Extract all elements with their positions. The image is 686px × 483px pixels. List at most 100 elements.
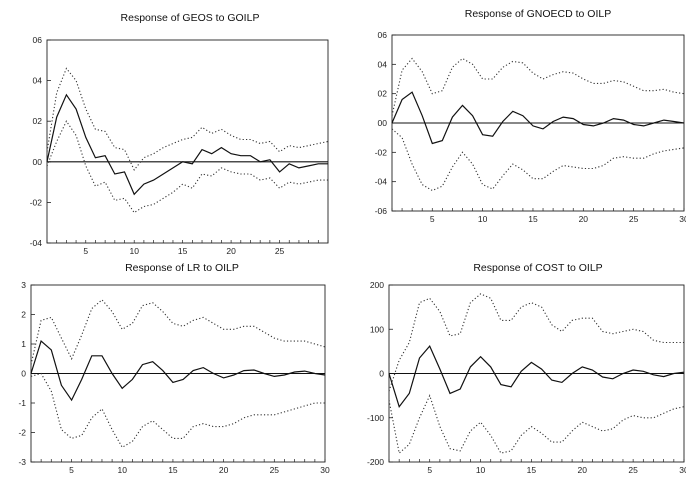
lower-point <box>112 429 113 430</box>
lower-point <box>122 447 123 448</box>
y-tick-label: -06 <box>375 206 388 216</box>
lower-point <box>318 180 319 181</box>
lower-band-line <box>388 394 685 455</box>
upper-point <box>213 323 214 324</box>
x-tick-label: 10 <box>118 465 128 475</box>
upper-point <box>452 67 453 68</box>
y-tick-label: 04 <box>378 59 388 69</box>
lower-point <box>562 442 563 443</box>
lower-point <box>173 438 174 439</box>
upper-point <box>399 360 400 361</box>
lower-point <box>183 438 184 439</box>
y-tick-label: -04 <box>375 177 388 187</box>
lower-point <box>134 212 135 213</box>
lower-point <box>603 165 604 166</box>
lower-point <box>152 420 153 421</box>
upper-band-line <box>46 67 329 171</box>
upper-point <box>490 298 491 299</box>
y-tick-label: 3 <box>21 280 26 290</box>
lower-point <box>583 168 584 169</box>
lower-point <box>593 168 594 169</box>
upper-point <box>643 90 644 91</box>
lower-point <box>192 188 193 189</box>
lower-point <box>233 423 234 424</box>
x-tick-label: 5 <box>427 465 432 475</box>
x-tick-label: 10 <box>476 465 486 475</box>
lower-point <box>490 435 491 436</box>
lower-point <box>643 417 644 418</box>
upper-point <box>460 333 461 334</box>
y-tick-label: -1 <box>18 398 26 408</box>
y-tick-label: -02 <box>30 197 43 207</box>
lower-point <box>470 431 471 432</box>
upper-point <box>308 145 309 146</box>
upper-point <box>318 143 319 144</box>
lower-point <box>612 429 613 430</box>
lower-point <box>623 420 624 421</box>
lower-band-line <box>46 120 328 214</box>
upper-point <box>51 317 52 318</box>
lower-point <box>541 433 542 434</box>
x-tick-label: 10 <box>129 246 139 256</box>
upper-point <box>173 323 174 324</box>
upper-point <box>102 299 103 300</box>
y-tick-label: -3 <box>18 457 26 467</box>
lower-point <box>56 141 57 142</box>
lower-point <box>223 426 224 427</box>
lower-band-line <box>30 372 325 449</box>
y-tick-label: 06 <box>378 30 388 40</box>
y-tick-label: -2 <box>18 428 26 438</box>
lower-point <box>492 189 493 190</box>
lower-point <box>573 167 574 168</box>
response-line <box>391 91 685 145</box>
upper-point <box>264 332 265 333</box>
upper-point <box>211 133 212 134</box>
upper-point <box>533 73 534 74</box>
response-line <box>388 344 685 408</box>
upper-point <box>81 335 82 336</box>
y-tick-label: 1 <box>21 339 26 349</box>
x-tick-label: 20 <box>579 214 589 224</box>
plot-frame <box>46 39 329 244</box>
y-tick-label: 02 <box>378 89 388 99</box>
lower-point <box>674 149 675 150</box>
upper-point <box>144 157 145 158</box>
x-tick-label: 30 <box>679 214 686 224</box>
chart-title: Response of GNOECD to OILP <box>465 8 611 20</box>
x-tick-label: 5 <box>430 214 435 224</box>
upper-point <box>115 147 116 148</box>
lower-point <box>202 174 203 175</box>
y-tick-label: 0 <box>379 369 384 379</box>
lower-point <box>85 166 86 167</box>
upper-point <box>76 80 77 81</box>
lower-point <box>124 198 125 199</box>
upper-point <box>583 79 584 80</box>
lower-point <box>533 178 534 179</box>
lower-point <box>92 417 93 418</box>
y-tick-label: -200 <box>367 457 384 467</box>
chart-title: Response of LR to OILP <box>125 262 239 274</box>
y-tick-label: 0 <box>21 369 26 379</box>
y-tick-label: 200 <box>370 280 384 290</box>
lower-band-line <box>391 128 685 192</box>
lower-point <box>653 417 654 418</box>
x-tick-label: 20 <box>578 465 588 475</box>
x-tick-label: 20 <box>226 246 236 256</box>
upper-point <box>183 326 184 327</box>
upper-point <box>419 302 420 303</box>
lower-point <box>551 442 552 443</box>
upper-point <box>289 145 290 146</box>
lower-point <box>289 182 290 183</box>
lower-point <box>523 170 524 171</box>
response-line <box>30 340 326 402</box>
lower-point <box>482 184 483 185</box>
upper-point <box>85 109 86 110</box>
y-tick-label: 06 <box>33 35 43 45</box>
lower-point <box>399 453 400 454</box>
y-tick-label: 00 <box>378 118 388 128</box>
lower-point <box>409 444 410 445</box>
lower-point <box>543 178 544 179</box>
upper-point <box>56 92 57 93</box>
